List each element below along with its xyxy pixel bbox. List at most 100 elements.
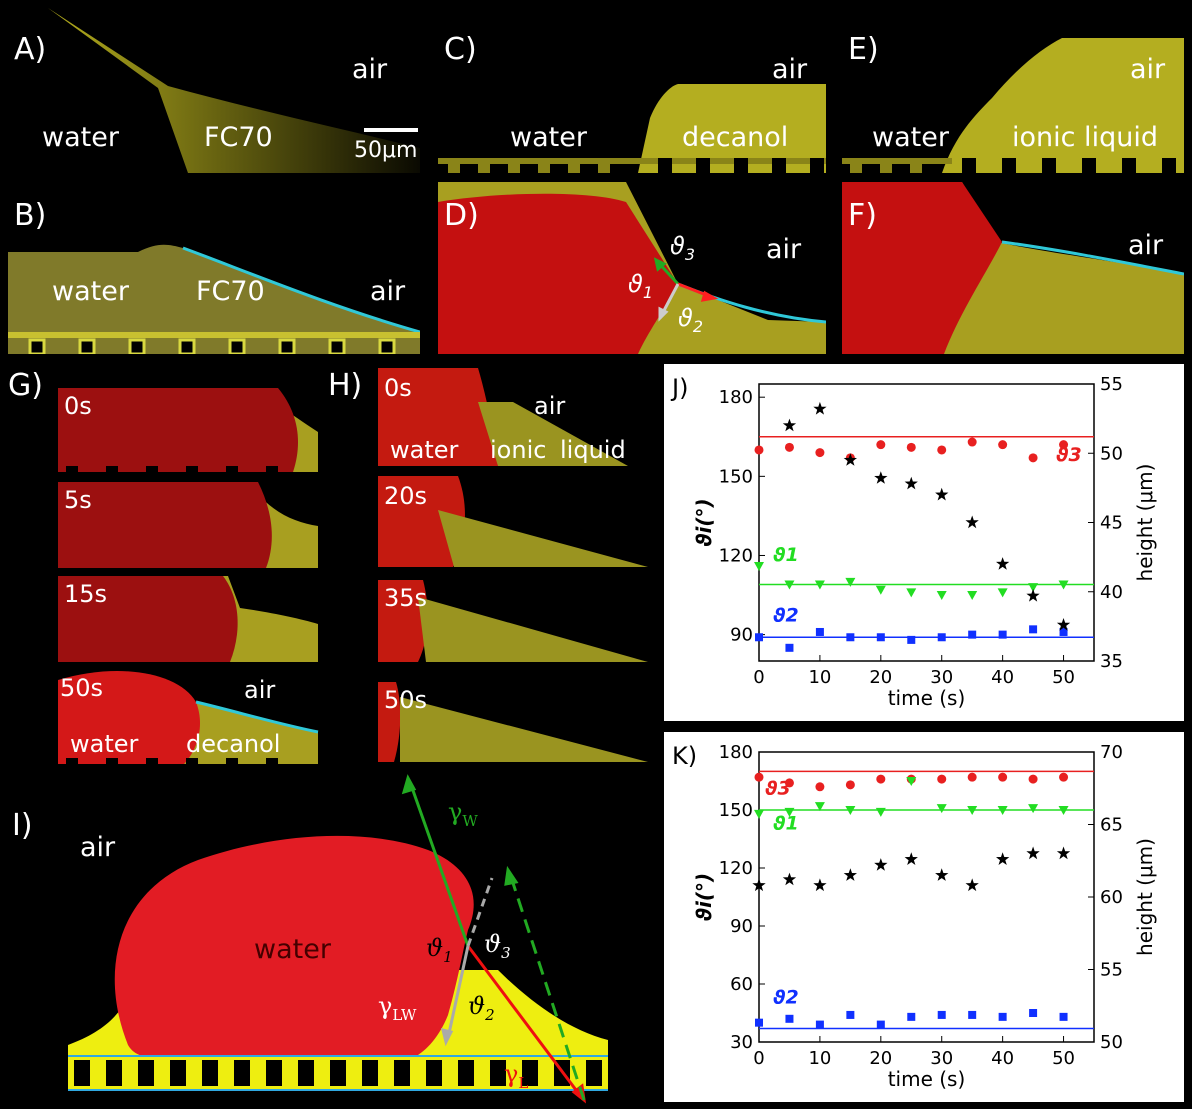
data-point <box>782 872 797 886</box>
data-point <box>965 515 979 529</box>
chart-k: K) 0 10 20 30 40 50 30 60 90 120 150 180 50 55 60 65 70 ti… <box>664 732 1184 1102</box>
data-point <box>815 782 825 792</box>
y-right-tick-label: 70 <box>1100 742 1123 763</box>
panel-h-frame-3: 50s <box>384 686 428 714</box>
x-tick-label: 0 <box>753 1048 764 1069</box>
data-point <box>906 442 916 452</box>
data-point <box>936 591 947 601</box>
panel-f-image <box>842 182 1184 354</box>
panel-e-label: E) <box>848 32 879 67</box>
y-right-tick-label: 40 <box>1100 582 1123 603</box>
panel-f-air: air <box>1128 230 1164 261</box>
data-point <box>965 878 979 892</box>
y-right-tick-label: 35 <box>1100 651 1123 672</box>
data-point <box>904 852 918 865</box>
panel-b: B) water FC70 air <box>8 182 420 354</box>
data-point <box>813 878 827 892</box>
data-point <box>815 627 824 636</box>
x-tick-label: 0 <box>753 667 764 688</box>
panel-g-liquid: decanol <box>186 730 281 758</box>
chart-j: J) 0 10 20 30 40 50 90 120 150 180 35 40 45 50 55 time (… <box>664 364 1184 721</box>
y-left-tick-label: 150 <box>719 466 753 487</box>
panel-f-label: F) <box>848 198 877 233</box>
chart-panel-label: J) <box>670 374 688 402</box>
data-point <box>967 591 978 601</box>
x-tick-label: 30 <box>930 1048 953 1069</box>
data-point <box>998 1012 1007 1021</box>
data-point <box>996 557 1010 570</box>
data-point <box>846 633 855 642</box>
data-point <box>874 858 888 871</box>
panel-h-label: H) <box>328 368 363 403</box>
data-point <box>1028 774 1038 784</box>
data-point <box>754 772 764 782</box>
y-left-tick-label: 180 <box>719 387 753 408</box>
data-point <box>752 878 766 892</box>
series-label: ϑ2 <box>773 604 799 626</box>
data-point <box>1058 806 1069 815</box>
data-point <box>935 868 949 881</box>
panel-h-water: water <box>390 436 459 464</box>
data-point <box>843 868 857 881</box>
data-point <box>906 777 917 786</box>
panel-h-frame-0: 0s <box>384 374 412 402</box>
panel-i-water: water <box>254 934 331 965</box>
data-point <box>815 1020 824 1029</box>
data-point <box>876 774 886 784</box>
scale-bar-label: 50μm <box>354 138 418 163</box>
panel-a-liquid: FC70 <box>204 122 273 153</box>
data-point <box>968 630 977 639</box>
panel-e: E) water ionic liquid air <box>842 8 1184 173</box>
series-label: ϑ1 <box>773 812 799 834</box>
y-left-tick-label: 90 <box>730 625 753 646</box>
panel-c-label: C) <box>444 32 477 67</box>
panel-g-frame-0: 0s <box>64 392 92 420</box>
y-left-tick-label: 60 <box>730 974 753 995</box>
panel-a-label: A) <box>14 32 47 67</box>
scale-bar <box>364 128 418 132</box>
data-point <box>1056 618 1071 631</box>
data-point <box>937 1010 946 1019</box>
panel-a-image <box>48 8 420 173</box>
data-point <box>874 471 888 484</box>
y-left-tick-label: 120 <box>719 545 753 566</box>
panel-d-theta3: ϑ3 <box>670 232 696 264</box>
panel-i-theta1: ϑ1 <box>426 934 453 966</box>
data-point <box>1029 1009 1038 1017</box>
data-point <box>1059 1012 1068 1021</box>
x-tick-label: 10 <box>808 667 831 688</box>
panel-b-image <box>8 244 420 354</box>
data-point <box>876 440 886 450</box>
x-tick-label: 20 <box>869 1048 892 1069</box>
panel-a-water: water <box>42 122 119 153</box>
data-point <box>876 633 885 642</box>
panel-g-image <box>58 388 319 764</box>
data-point <box>1028 583 1039 593</box>
panel-f: F) air <box>842 182 1184 354</box>
y-right-tick-label: 65 <box>1100 815 1123 836</box>
data-point <box>1026 588 1040 602</box>
panel-g: G) 0s 5s 15s 50s air water decanol <box>8 362 320 774</box>
panel-c-image <box>438 84 826 173</box>
plot-frame <box>758 383 1095 662</box>
panel-d-theta2: ϑ2 <box>678 304 704 336</box>
y-right-axis-label: height (μm) <box>1133 464 1157 582</box>
data-point <box>1028 453 1038 463</box>
plot-frame <box>758 751 1095 1043</box>
data-point <box>755 1018 763 1027</box>
y-left-axis-label: ϑi(°) <box>692 873 716 921</box>
y-right-tick-label: 45 <box>1100 513 1123 534</box>
panel-i-theta2: ϑ2 <box>468 992 495 1024</box>
panel-d-image <box>438 182 826 354</box>
panel-h-air: air <box>534 392 566 420</box>
data-point <box>1056 846 1071 860</box>
data-point <box>1058 580 1069 590</box>
data-point <box>967 772 977 782</box>
panel-h: H) 0s 20s 35s 50s air water ionic liquid <box>328 362 648 762</box>
series-label: ϑ3 <box>765 778 791 800</box>
panel-c-water: water <box>510 122 587 153</box>
y-left-tick-label: 150 <box>719 800 753 821</box>
series-label: ϑ2 <box>773 986 799 1008</box>
y-right-tick-label: 55 <box>1100 960 1123 981</box>
data-point <box>997 588 1008 598</box>
